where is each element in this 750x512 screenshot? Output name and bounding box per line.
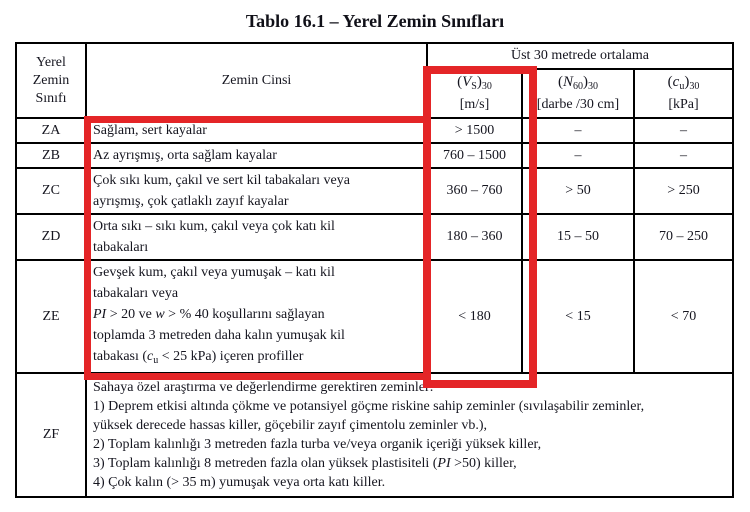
cu30-value: < 70: [633, 259, 734, 374]
class-label: ZC: [15, 167, 87, 215]
header-yerel-zemin-sinifi: Yerel Zemin Sınıfı: [15, 42, 87, 119]
cu30-unit: [kPa]: [668, 97, 699, 112]
soil-description: Çok sıkı kum, çakıl ve sert kil tabakala…: [85, 167, 428, 215]
vs30-value: 360 – 760: [426, 167, 523, 215]
header-ust-30-metre: Üst 30 metrede ortalama: [426, 42, 734, 70]
vs30-value: < 180: [426, 259, 523, 374]
header-row-top: Yerel Zemin Sınıfı Zemin Cinsi Üst 30 metr…: [15, 42, 734, 119]
table-title: Tablo 16.1 – Yerel Zemin Sınıfları: [245, 11, 505, 31]
class-label: ZA: [15, 117, 87, 144]
soil-description-zf: Sahaya özel araştırma ve değerlendirme g…: [85, 372, 734, 498]
cu30-value: –: [633, 142, 734, 169]
vs30-symbol: (VS)30: [457, 74, 492, 92]
table-row-ze: ZE Gevşek kum, çakıl veya yumuşak – katı…: [15, 259, 734, 374]
soil-description: Sağlam, sert kayalar: [85, 117, 428, 144]
n60-value: 15 – 50: [521, 213, 635, 261]
n60-value: < 15: [521, 259, 635, 374]
soil-class-table: Yerel Zemin Sınıfı Zemin Cinsi Üst 30 metr…: [15, 42, 734, 498]
table-row-zb: ZB Az ayrışmış, orta sağlam kayalar 760 …: [15, 142, 734, 169]
vs30-unit: [m/s]: [459, 97, 490, 112]
n60-value: –: [521, 117, 635, 144]
cu30-value: –: [633, 117, 734, 144]
vs30-value: 180 – 360: [426, 213, 523, 261]
class-label: ZF: [15, 372, 87, 498]
header-zemin-cinsi: Zemin Cinsi: [85, 42, 428, 119]
table-row-zc: ZC Çok sıkı kum, çakıl ve sert kil tabak…: [15, 167, 734, 215]
header-vs30: (VS)30 [m/s]: [426, 68, 523, 119]
soil-description: Orta sıkı – sıkı kum, çakıl veya çok kat…: [85, 213, 428, 261]
table-row-zd: ZD Orta sıkı – sıkı kum, çakıl veya çok …: [15, 213, 734, 261]
header-n60: (N60)30 [darbe /30 cm]: [521, 68, 635, 119]
class-label: ZD: [15, 213, 87, 261]
table-row-za: ZA Sağlam, sert kayalar > 1500 – –: [15, 117, 734, 144]
soil-description: Az ayrışmış, orta sağlam kayalar: [85, 142, 428, 169]
header-row-metrics: (VS)30 [m/s] (N60)30 [darbe /30 cm] (cu)…: [16, 68, 734, 119]
n60-symbol: (N60)30: [557, 74, 598, 92]
n60-value: > 50: [521, 167, 635, 215]
cu30-symbol: (cu)30: [667, 74, 700, 92]
n60-value: –: [521, 142, 635, 169]
vs30-value: 760 – 1500: [426, 142, 523, 169]
cu30-value: 70 – 250: [633, 213, 734, 261]
vs30-value: > 1500: [426, 117, 523, 144]
n60-unit: [darbe /30 cm]: [536, 97, 620, 112]
soil-description: Gevşek kum, çakıl veya yumuşak – katı ki…: [85, 259, 428, 374]
header-cu30: (cu)30 [kPa]: [633, 68, 734, 119]
table-row-zf: ZF Sahaya özel araştırma ve değerlendirm…: [15, 372, 734, 498]
cu30-value: > 250: [633, 167, 734, 215]
class-label: ZE: [15, 259, 87, 374]
class-label: ZB: [15, 142, 87, 169]
